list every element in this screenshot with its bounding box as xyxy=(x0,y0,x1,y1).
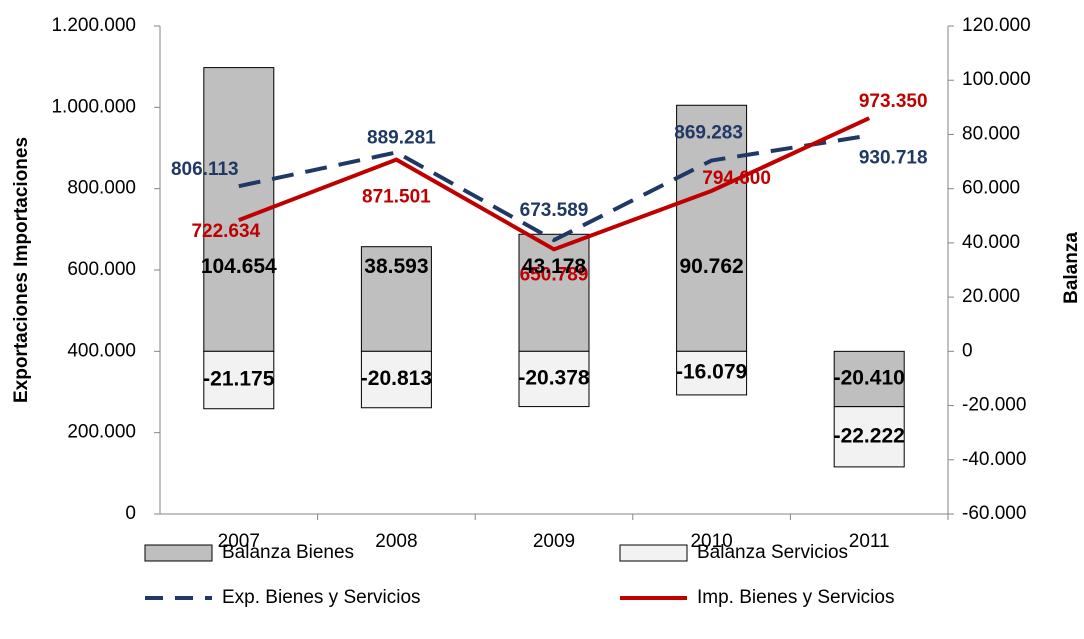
bar xyxy=(360,350,432,409)
y-tick-label: 800.000 xyxy=(67,178,136,199)
legend-swatch xyxy=(144,544,213,562)
data-label: 869.283 xyxy=(674,123,743,144)
y2-tick-label: -40.000 xyxy=(962,449,1026,470)
x-tick-label: 2010 xyxy=(690,531,732,552)
legend-label: Balanza Servicios xyxy=(697,542,848,563)
bar xyxy=(360,246,432,352)
data-label: -20.378 xyxy=(518,367,590,390)
bar xyxy=(676,350,748,396)
bar xyxy=(833,406,905,468)
data-label: -21.175 xyxy=(203,368,275,391)
y-tick-label: 600.000 xyxy=(67,259,136,280)
y2-tick-label: 80.000 xyxy=(962,123,1020,144)
data-label: 973.350 xyxy=(859,91,928,112)
data-label: 43.178 xyxy=(522,255,587,278)
y2-tick-label: 100.000 xyxy=(962,69,1031,90)
bar xyxy=(518,350,590,408)
y2-tick-label: 120.000 xyxy=(962,15,1031,36)
y2-tick-label: 40.000 xyxy=(962,232,1020,253)
legend-swatch xyxy=(619,544,688,562)
x-tick-label: 2008 xyxy=(375,531,417,552)
data-label: 871.501 xyxy=(362,187,431,208)
y-tick-label: 1.000.000 xyxy=(51,96,136,117)
data-label: -22.222 xyxy=(834,424,905,447)
data-label: -20.813 xyxy=(361,367,432,390)
bar xyxy=(676,104,748,352)
data-label: 722.634 xyxy=(191,221,260,242)
x-tick-label: 2011 xyxy=(849,531,890,552)
legend-label: Exp. Bienes y Servicios xyxy=(222,587,421,608)
y-tick-label: 400.000 xyxy=(67,340,136,361)
data-label: 104.654 xyxy=(201,255,277,278)
legend-label: Imp. Bienes y Servicios xyxy=(697,587,894,608)
y-tick-label: 1.200.000 xyxy=(51,15,136,36)
line xyxy=(238,116,871,252)
y2-axis-label: Balanza xyxy=(1061,232,1082,304)
data-label: -20.410 xyxy=(834,367,905,390)
bar xyxy=(203,350,275,410)
data-label: 673.589 xyxy=(520,200,589,221)
data-label: 794.600 xyxy=(702,168,771,189)
data-label: 650.789 xyxy=(520,264,589,285)
data-label: 806.113 xyxy=(171,159,239,180)
legend-label: Balanza Bienes xyxy=(222,542,354,563)
y-tick-label: 200.000 xyxy=(67,422,136,443)
x-tick-label: 2009 xyxy=(533,531,575,552)
y-axis-label: Exportaciones Importaciones xyxy=(11,137,32,403)
line xyxy=(238,133,870,243)
data-label: 889.281 xyxy=(367,127,436,148)
y2-tick-label: 60.000 xyxy=(962,178,1020,199)
bar xyxy=(833,350,905,408)
y2-tick-label: -60.000 xyxy=(962,503,1026,524)
y2-tick-label: 0 xyxy=(962,340,973,361)
x-tick-label: 2007 xyxy=(218,531,260,552)
data-label: 930.718 xyxy=(859,148,928,169)
y-tick-label: 0 xyxy=(125,503,136,524)
y2-tick-label: -20.000 xyxy=(962,395,1026,416)
y2-tick-label: 20.000 xyxy=(962,286,1020,307)
data-label: -16.079 xyxy=(676,361,747,384)
data-label: 38.593 xyxy=(364,255,428,278)
data-label: 90.762 xyxy=(679,255,743,278)
bar xyxy=(518,233,590,352)
